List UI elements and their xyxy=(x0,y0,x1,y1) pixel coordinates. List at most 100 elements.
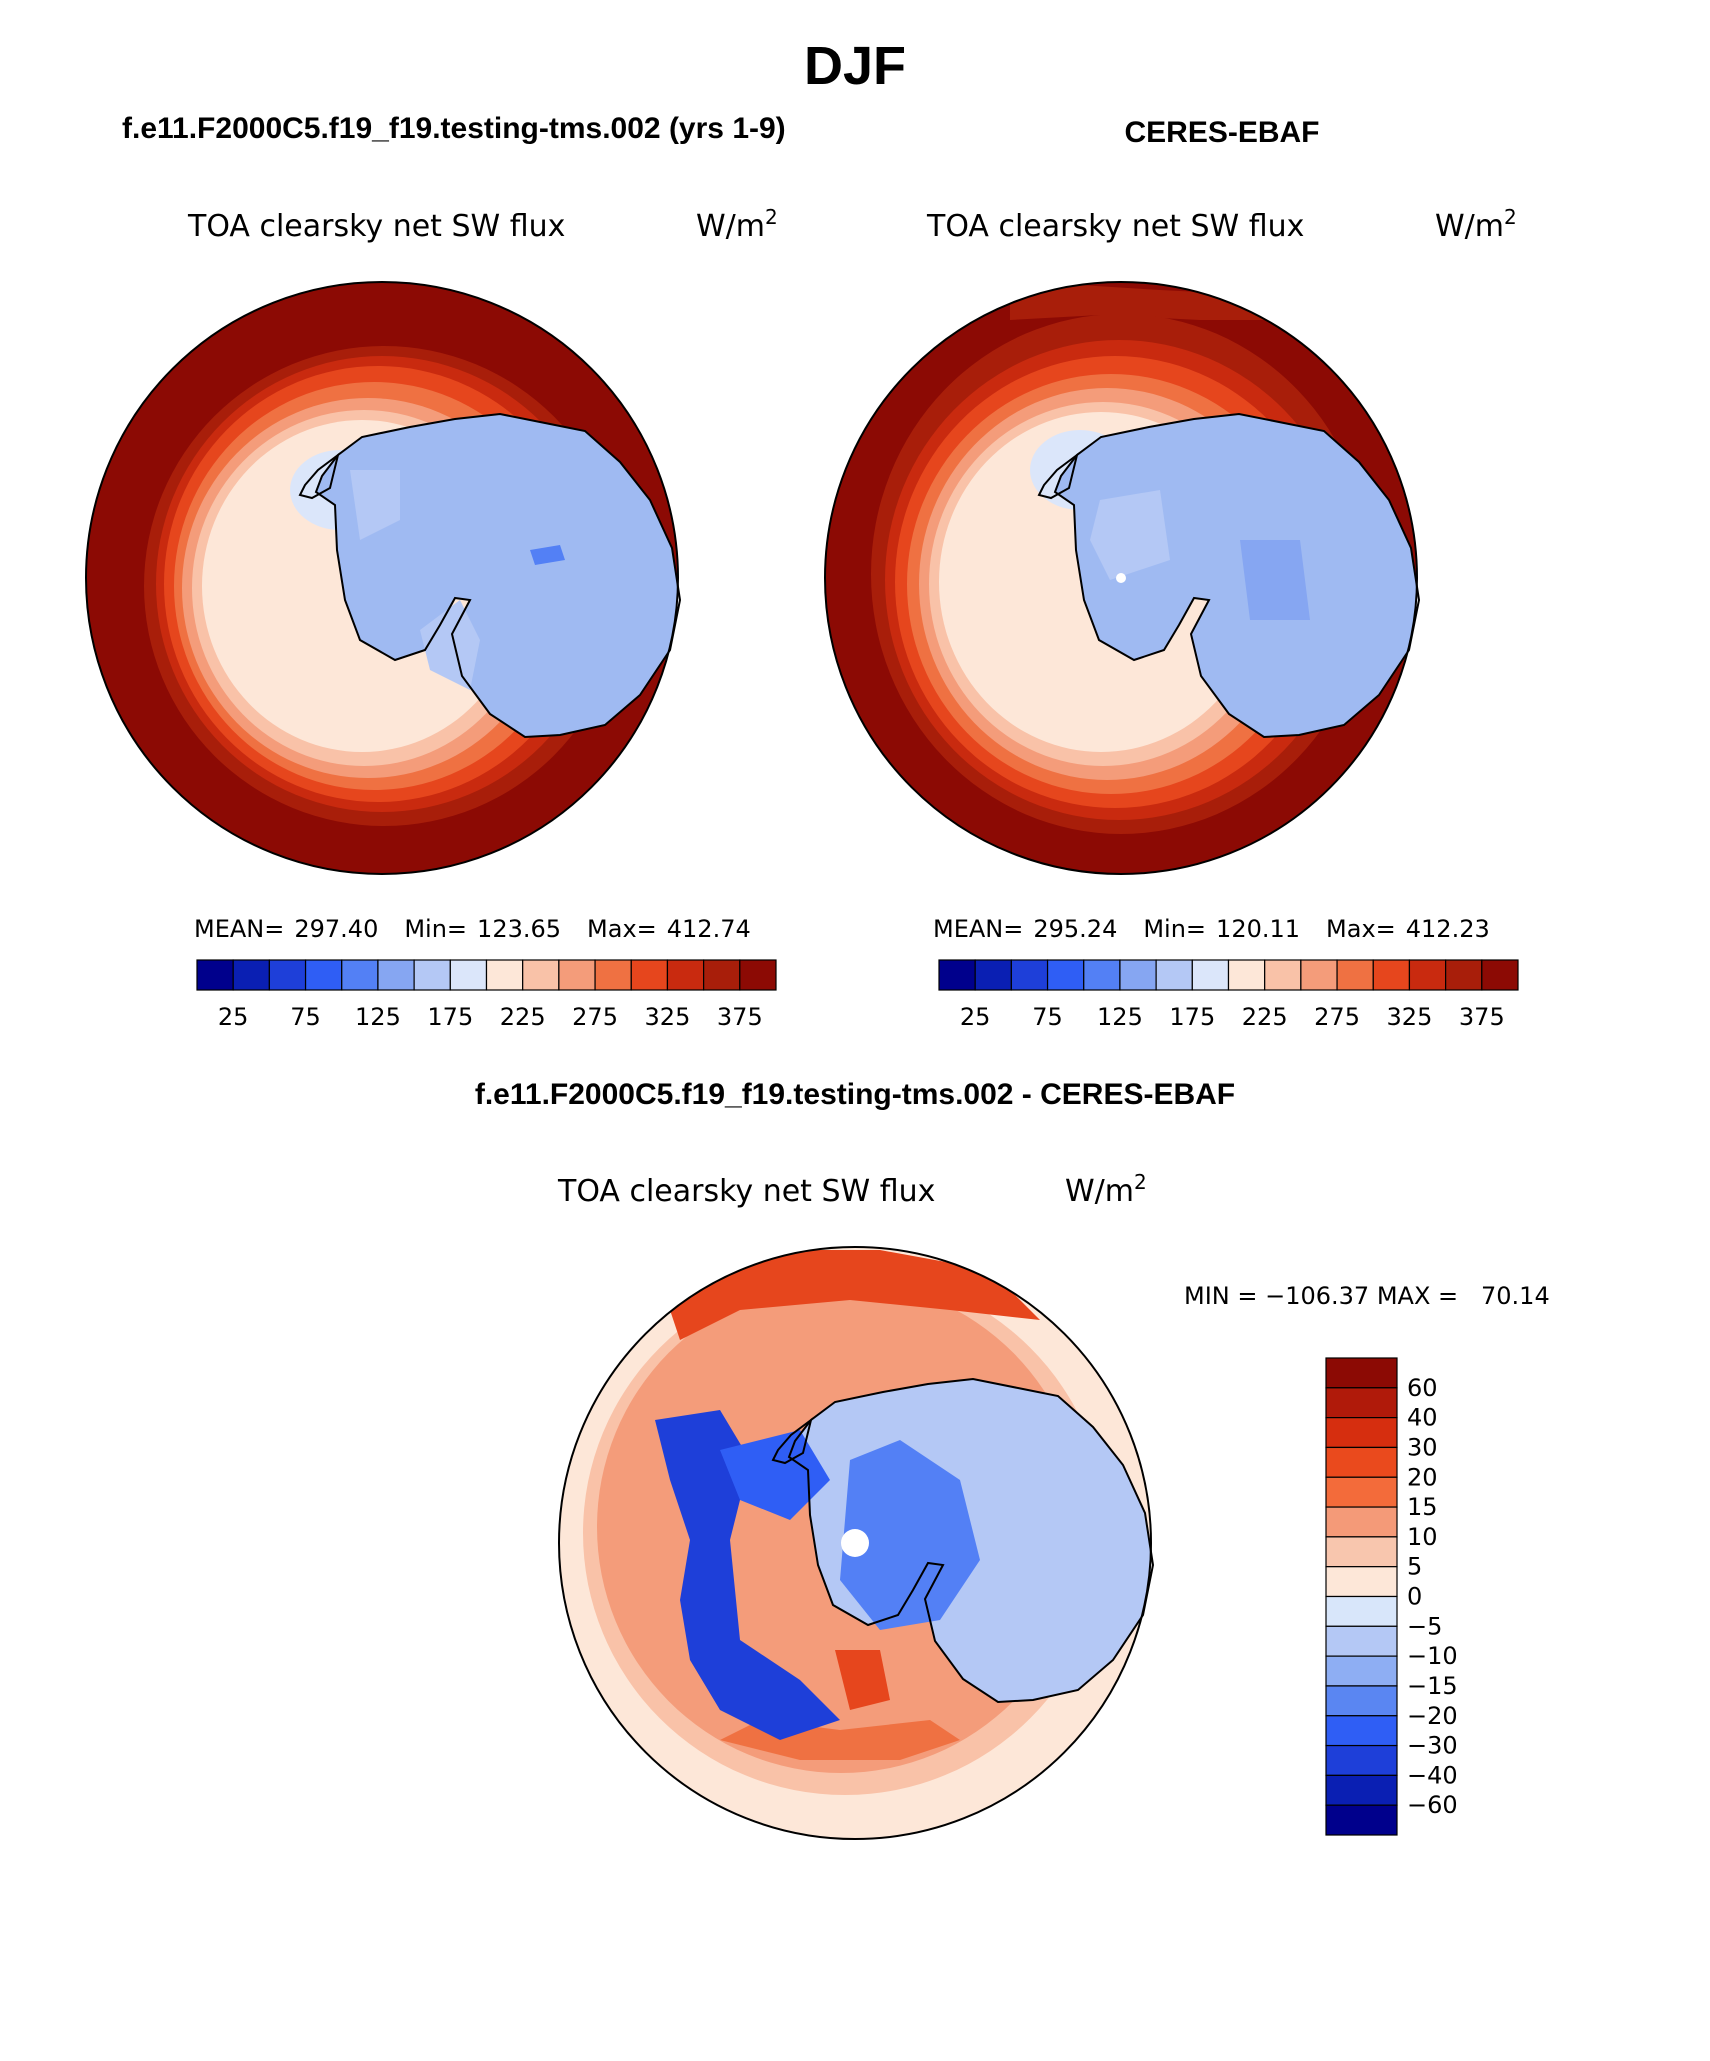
obs-colorbar-tick-label: 275 xyxy=(1314,1003,1360,1031)
obs-colorbar-swatch xyxy=(974,959,1012,991)
model-colorbar-swatch xyxy=(413,959,451,991)
diff-title: f.e11.F2000C5.f19_f19.testing-tms.002 - … xyxy=(475,1078,1235,1111)
diff-colorbar-swatch xyxy=(1325,1655,1398,1687)
diff-colorbar-swatch xyxy=(1325,1774,1398,1806)
diff-colorbar-swatch xyxy=(1325,1595,1398,1627)
diff-colorbar-swatch xyxy=(1325,1566,1398,1598)
obs-colorbar-swatch xyxy=(1191,959,1230,991)
model-min-value: 123.65 xyxy=(477,915,561,943)
model-colorbar-swatch xyxy=(377,959,415,991)
diff-colorbar-tick-label: 15 xyxy=(1407,1493,1438,1521)
obs-ice-shelf-fill xyxy=(1090,490,1170,580)
obs-colorbar-tick-label: 225 xyxy=(1242,1003,1288,1031)
model-ice-shelf-fill xyxy=(420,600,480,690)
model-colorbar-tick-label: 75 xyxy=(290,1003,321,1031)
obs-min-value: 120.11 xyxy=(1216,915,1300,943)
obs-colorbar-swatch xyxy=(1264,959,1302,991)
model-colorbar-swatch xyxy=(703,959,741,991)
obs-pole-hole xyxy=(1116,573,1126,583)
diff-minmax: MIN = −106.37 MAX = 70.14 xyxy=(1184,1282,1550,1310)
model-ice-shelf-fill xyxy=(350,470,400,540)
obs-colorbar-swatch xyxy=(1336,959,1374,991)
obs-colorbar-tick-label: 125 xyxy=(1097,1003,1143,1031)
model-colorbar-swatch xyxy=(232,959,270,991)
diff-colorbar-swatch xyxy=(1325,1506,1398,1538)
diff-colorbar-swatch xyxy=(1325,1744,1398,1776)
obs-colorbar-swatch xyxy=(1300,959,1338,991)
obs-colorbar-swatch xyxy=(938,959,976,991)
diff-colorbar-tick-label: −60 xyxy=(1407,1791,1458,1819)
diff-colorbar-tick-label: −15 xyxy=(1407,1672,1458,1700)
obs-stats: MEAN= 295.24 Min= 120.11 Max= 412.23 xyxy=(933,915,1490,943)
obs-min-label: Min= xyxy=(1143,915,1206,943)
model-map xyxy=(85,281,681,875)
obs-max-value: 412.23 xyxy=(1406,915,1490,943)
model-colorbar-swatch xyxy=(558,959,596,991)
obs-title: CERES-EBAF xyxy=(1124,116,1319,149)
obs-ice-dark-fill xyxy=(1240,540,1310,620)
obs-colorbar-tick-label: 375 xyxy=(1459,1003,1505,1031)
model-colorbar-tick-label: 225 xyxy=(500,1003,546,1031)
obs-colorbar-swatch xyxy=(1227,959,1266,991)
model-panel-header: TOA clearsky net SW flux W/m2 xyxy=(187,205,778,244)
diff-colorbar-swatch xyxy=(1325,1446,1398,1478)
obs-map-border xyxy=(824,281,1418,875)
obs-units-label: W/m2 xyxy=(1435,205,1517,244)
model-units-label: W/m2 xyxy=(696,205,778,244)
diff-colorbar-swatch xyxy=(1325,1804,1398,1836)
diff-pole-hole xyxy=(841,1529,869,1557)
diff-positive-patch xyxy=(835,1650,890,1710)
model-colorbar-swatch xyxy=(739,959,777,991)
model-mean-label: MEAN= xyxy=(194,915,284,943)
model-min-label: Min= xyxy=(404,915,467,943)
diff-map xyxy=(558,1246,1154,1840)
obs-panel-header: TOA clearsky net SW flux W/m2 xyxy=(926,205,1517,244)
obs-mean-value: 295.24 xyxy=(1033,915,1117,943)
model-ice-dark-streak xyxy=(530,545,565,565)
diff-colorbar-swatch xyxy=(1325,1536,1398,1568)
model-colorbar-swatch xyxy=(522,959,560,991)
obs-colorbar-swatch xyxy=(1119,959,1157,991)
model-colorbar-swatch xyxy=(196,959,234,991)
diff-units-label: W/m2 xyxy=(1065,1170,1147,1209)
model-colorbar-tick-label: 375 xyxy=(717,1003,763,1031)
model-colorbar-swatch xyxy=(341,959,379,991)
obs-max-label: Max= xyxy=(1326,915,1396,943)
diff-colorbar-tick-label: 20 xyxy=(1407,1463,1438,1491)
diff-panel-header: TOA clearsky net SW flux W/m2 xyxy=(557,1170,1147,1209)
diff-colorbar-tick-label: −20 xyxy=(1407,1702,1458,1730)
obs-colorbar-swatch xyxy=(1408,959,1447,991)
diff-colorbar-tick-label: 60 xyxy=(1407,1374,1438,1402)
model-title: f.e11.F2000C5.f19_f19.testing-tms.002 (y… xyxy=(122,112,786,145)
diff-colorbar-tick-label: −40 xyxy=(1407,1761,1458,1789)
obs-colorbar-tick-label: 75 xyxy=(1032,1003,1063,1031)
obs-colorbar-swatch xyxy=(1046,959,1085,991)
model-colorbar: 25 75 125 175 225 275 325 375 xyxy=(196,959,777,1031)
diff-colorbar-swatch xyxy=(1325,1417,1398,1449)
model-colorbar-tick-label: 25 xyxy=(218,1003,249,1031)
diff-colorbar-tick-label: 40 xyxy=(1407,1404,1438,1432)
model-colorbar-tick-label: 125 xyxy=(355,1003,401,1031)
model-max-label: Max= xyxy=(587,915,657,943)
obs-colorbar-swatch xyxy=(1010,959,1049,991)
obs-colorbar-swatch xyxy=(1445,959,1483,991)
model-colorbar-swatch xyxy=(304,959,343,991)
obs-map xyxy=(824,281,1420,875)
diff-colorbar-swatch xyxy=(1325,1625,1398,1657)
model-colorbar-tick-label: 275 xyxy=(572,1003,618,1031)
model-variable-label: TOA clearsky net SW flux xyxy=(187,209,565,244)
model-max-value: 412.74 xyxy=(667,915,751,943)
diff-colorbar-tick-label: −5 xyxy=(1407,1612,1442,1640)
obs-colorbar-tick-label: 175 xyxy=(1169,1003,1215,1031)
obs-colorbar-tick-label: 25 xyxy=(960,1003,991,1031)
model-colorbar-tick-label: 175 xyxy=(427,1003,473,1031)
obs-colorbar-swatch xyxy=(1155,959,1193,991)
model-colorbar-swatch xyxy=(268,959,307,991)
obs-colorbar-swatch xyxy=(1481,959,1519,991)
model-map-border xyxy=(85,281,679,875)
model-mean-value: 297.40 xyxy=(294,915,378,943)
diff-colorbar-tick-label: 10 xyxy=(1407,1523,1438,1551)
obs-colorbar: 25 75 125 175 225 275 325 375 xyxy=(938,959,1519,1031)
